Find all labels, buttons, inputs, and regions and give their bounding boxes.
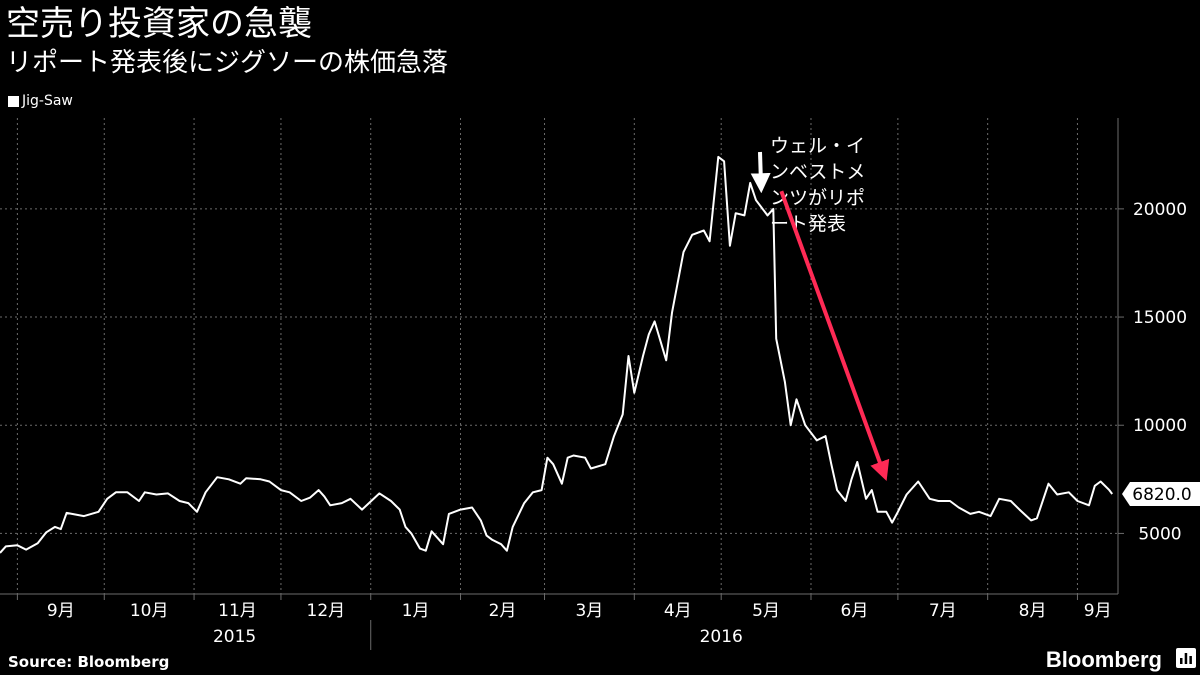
annotation-arrow-white (750, 151, 771, 194)
month-label: 5月 (752, 601, 780, 621)
annotation-text-line: ンベストメ (770, 161, 865, 183)
month-label: 3月 (575, 601, 603, 621)
year-label: 2015 (213, 627, 256, 647)
chart-title: 空売り投資家の急襲 (6, 4, 312, 44)
month-label: 2月 (489, 601, 517, 621)
chart-subtitle: リポート発表後にジグソーの株価急落 (6, 48, 449, 78)
month-label: 12月 (307, 601, 346, 621)
legend-label: Jig-Saw (22, 93, 73, 109)
month-label: 6月 (841, 601, 869, 621)
annotation-text-line: ート発表 (770, 213, 846, 235)
last-value-label: 6820.0 (1132, 485, 1191, 505)
source-note: Source: Bloomberg (8, 653, 170, 671)
brand-logo: Bloomberg (1045, 647, 1162, 672)
legend-swatch (8, 95, 19, 107)
month-label: 8月 (1019, 601, 1047, 621)
month-label: 9月 (47, 601, 75, 621)
y-tick-label: 15000 (1133, 308, 1187, 328)
y-tick-label: 10000 (1133, 416, 1187, 436)
annotation-text-line: ンツがリポ (770, 187, 865, 209)
legend: Jig-Saw (8, 92, 73, 110)
month-label: 9月 (1084, 601, 1112, 621)
annotation-text-line: ウェル・イ (770, 135, 865, 157)
month-label: 1月 (402, 601, 430, 621)
series-line-jig-saw (0, 155, 1114, 554)
month-label: 11月 (218, 601, 257, 621)
month-label: 4月 (664, 601, 692, 621)
month-label: 10月 (130, 601, 169, 621)
month-label: 7月 (929, 601, 957, 621)
bloomberg-terminal-icon (1176, 648, 1196, 668)
y-tick-label: 5000 (1138, 524, 1181, 544)
last-value-box (1122, 482, 1200, 507)
year-label: 2016 (700, 627, 743, 647)
annotation-text: ウェル・インベストメンツがリポート発表 (770, 135, 865, 235)
y-tick-label: 20000 (1133, 200, 1187, 220)
annotation-arrow-red (779, 190, 890, 482)
